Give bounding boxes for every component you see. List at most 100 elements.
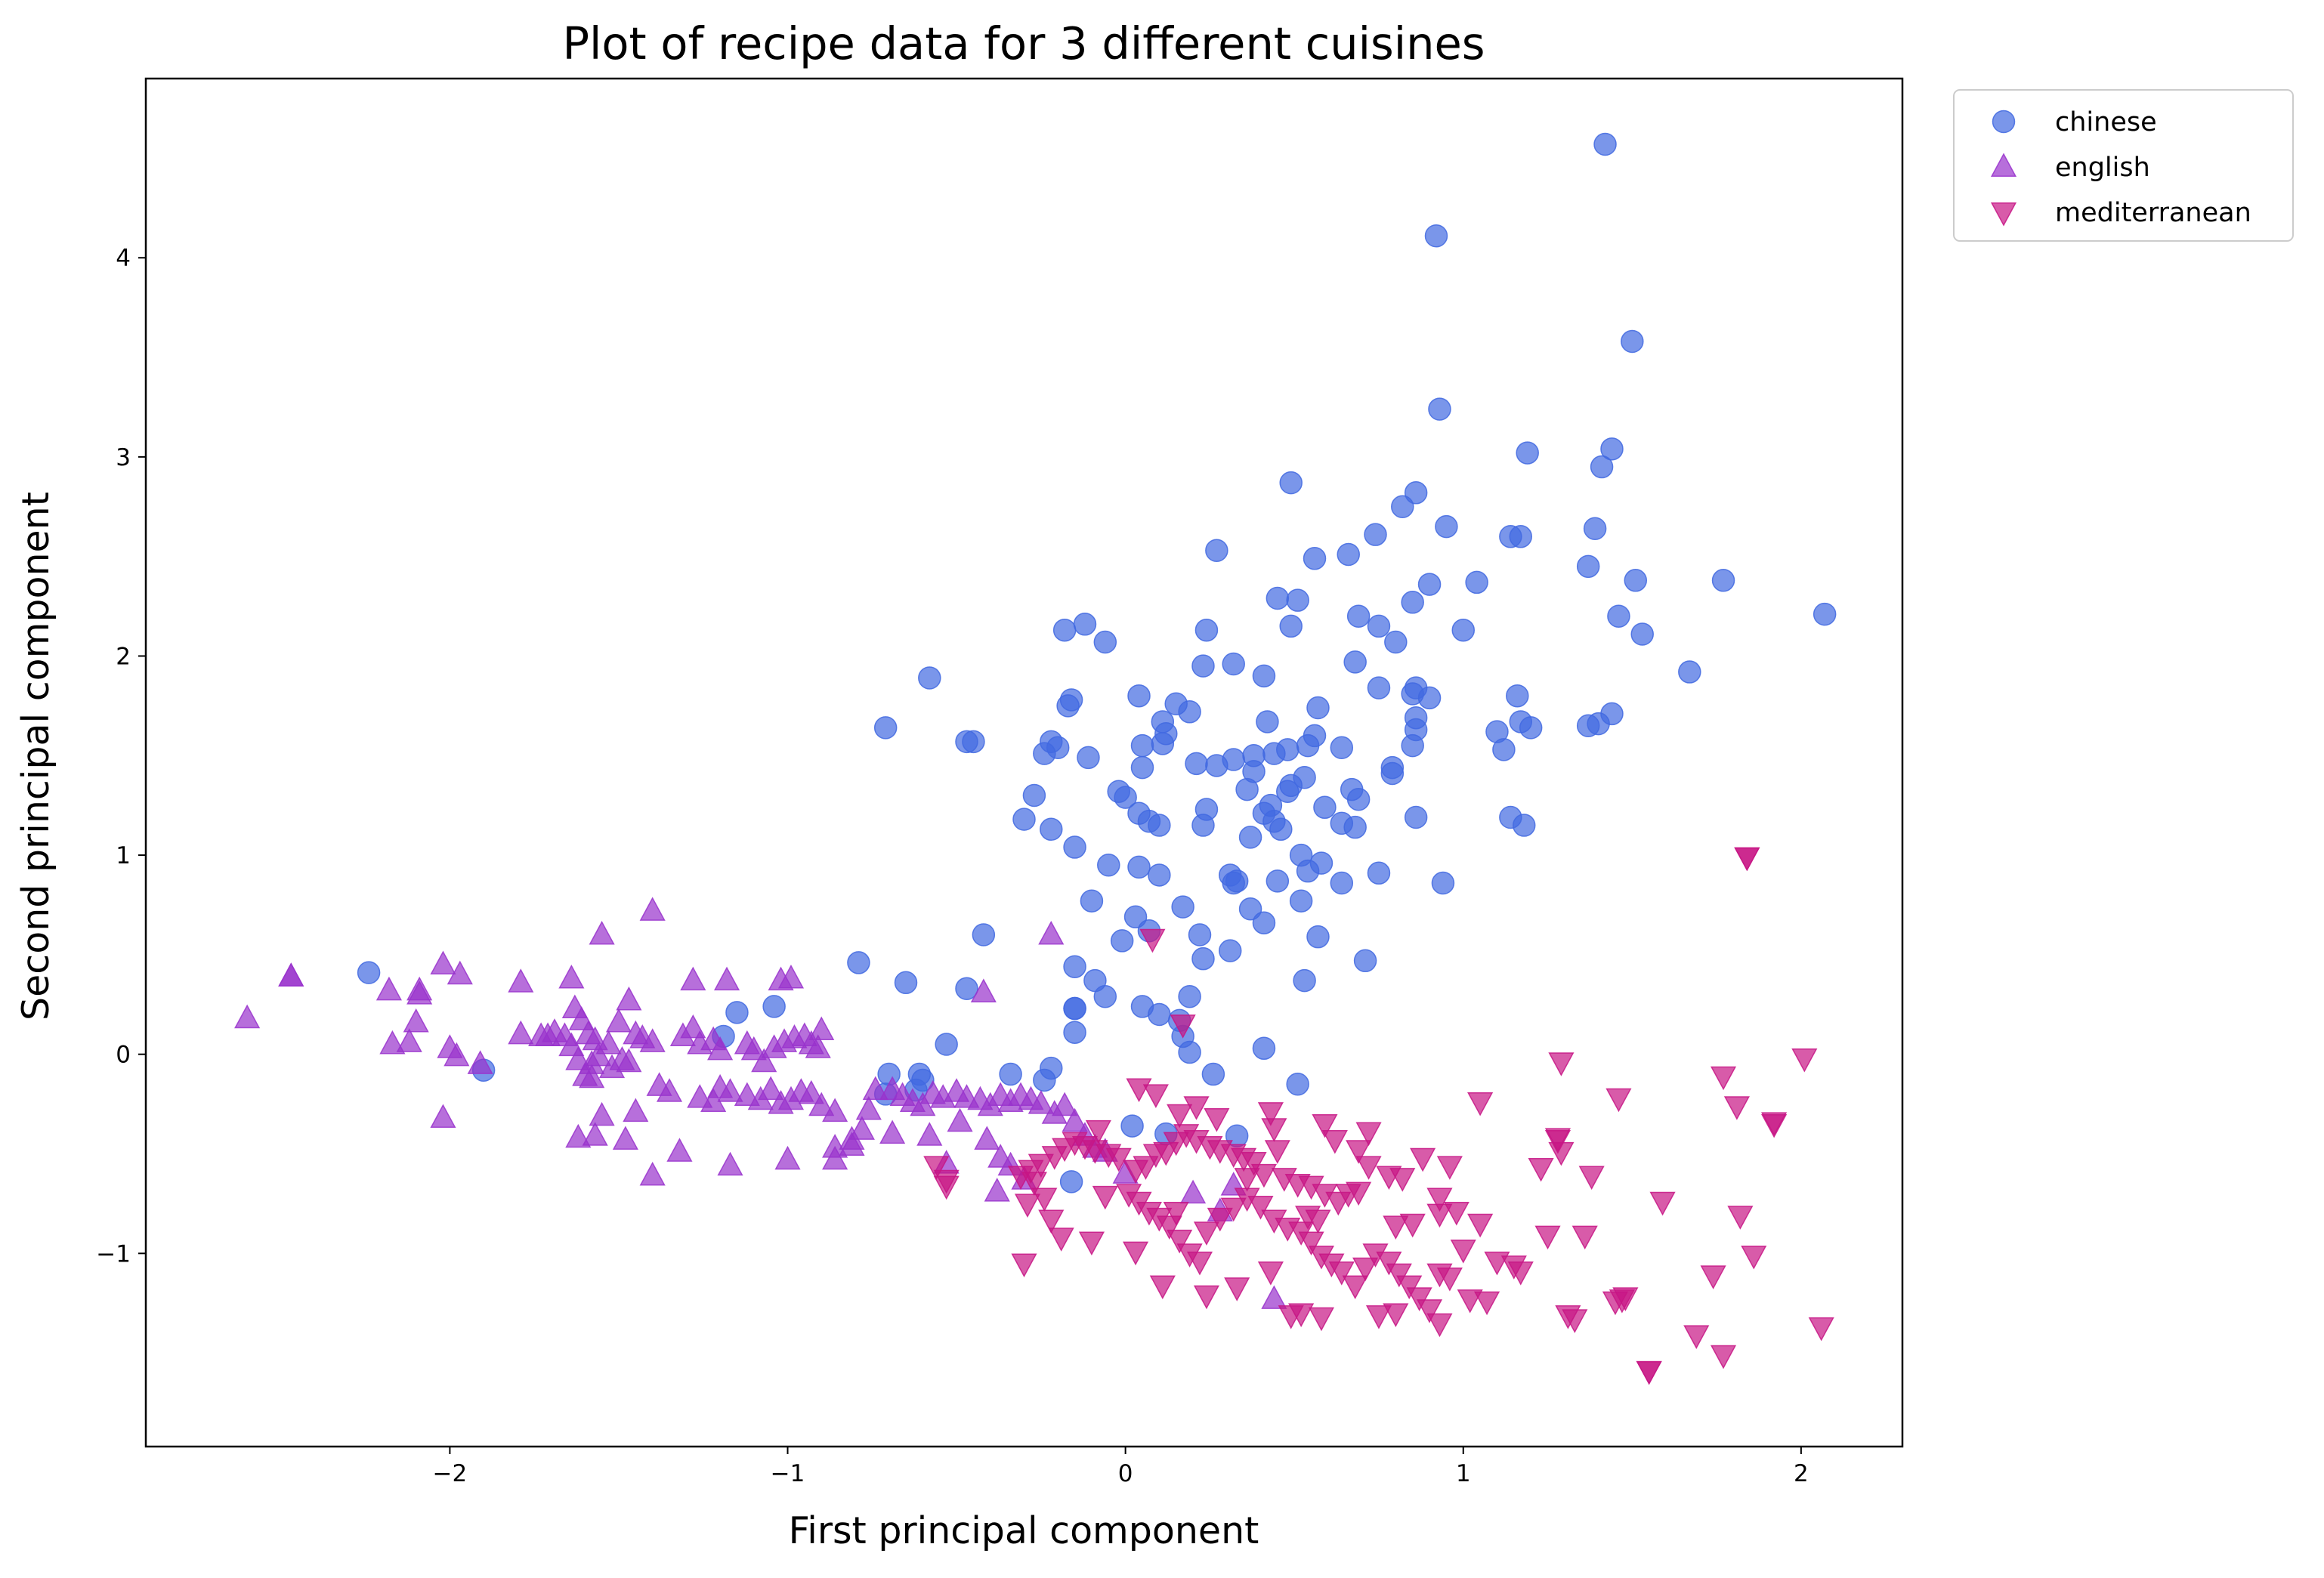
data-point (1516, 441, 1539, 465)
data-point (1457, 1289, 1483, 1314)
data-point (1512, 814, 1536, 837)
data-point (1364, 523, 1387, 546)
data-point (1383, 1303, 1409, 1327)
data-point (1038, 920, 1065, 945)
data-point (1426, 1313, 1453, 1338)
data-point (1399, 1213, 1426, 1238)
data-point (1624, 569, 1648, 592)
data-point (1235, 777, 1259, 801)
data-point (1266, 869, 1290, 893)
legend-marker-chinese (1992, 110, 2016, 134)
data-point (1286, 588, 1309, 612)
data-point (1583, 517, 1607, 541)
data-point (1761, 1113, 1788, 1138)
data-point (1473, 1291, 1500, 1316)
data-point (1649, 1191, 1676, 1216)
legend-box (1953, 89, 2294, 242)
data-point (935, 1033, 958, 1056)
data-point (717, 1151, 743, 1176)
data-point (1279, 471, 1303, 495)
data-point (1056, 694, 1080, 718)
data-point (1126, 1078, 1152, 1103)
data-point (1313, 795, 1337, 820)
data-point (1383, 1215, 1409, 1240)
data-point (1376, 1251, 1402, 1276)
data-point (234, 1004, 261, 1029)
data-point (1080, 889, 1104, 913)
data-point (1207, 1207, 1233, 1232)
data-point (278, 962, 304, 987)
data-point (1052, 618, 1077, 642)
data-point (1127, 684, 1151, 708)
y-axis-title: Second principal component (14, 492, 57, 1021)
data-point (1386, 1263, 1412, 1288)
data-point (1205, 754, 1228, 777)
data-point (1149, 1275, 1176, 1300)
data-point (916, 1122, 943, 1146)
data-point (873, 716, 898, 740)
legend-label-chinese: chinese (2055, 107, 2157, 137)
data-point (396, 1028, 422, 1052)
data-point (1710, 1345, 1737, 1370)
data-point (1052, 1092, 1078, 1116)
data-point (1519, 716, 1543, 740)
data-point (1191, 814, 1215, 837)
data-point (1289, 889, 1313, 913)
data-point (1534, 1225, 1561, 1250)
data-point (1096, 1144, 1122, 1169)
data-point (1271, 1168, 1297, 1192)
data-point (1305, 1209, 1331, 1234)
data-point (1605, 1088, 1632, 1113)
data-point (1303, 547, 1327, 570)
data-point (855, 1095, 882, 1120)
data-point (612, 1126, 638, 1150)
data-point (357, 961, 381, 984)
x-tick-label: 0 (1118, 1460, 1133, 1487)
data-point (717, 1078, 743, 1102)
y-tick-label: 0 (116, 1042, 131, 1069)
data-point (1191, 654, 1215, 678)
data-point (1298, 1231, 1324, 1256)
data-point (1593, 132, 1617, 156)
x-tick-label: −2 (433, 1460, 468, 1487)
data-point (1506, 684, 1529, 708)
data-point (1110, 929, 1134, 953)
data-point (1130, 755, 1154, 780)
data-point (666, 1138, 693, 1162)
data-point (758, 1076, 784, 1101)
data-point (1352, 1257, 1379, 1282)
data-point (1590, 455, 1614, 479)
data-point (1120, 1114, 1144, 1138)
data-point (1321, 1130, 1348, 1154)
data-point (1014, 1194, 1041, 1218)
legend: chinese english mediterranean (1953, 89, 2294, 242)
data-point (1238, 897, 1262, 921)
data-point (1218, 939, 1242, 962)
data-point (1266, 586, 1290, 610)
data-point (1426, 1263, 1453, 1288)
legend-label-english: english (2055, 153, 2150, 183)
data-point (1365, 1305, 1392, 1329)
data-point (656, 1078, 683, 1102)
data-point (1346, 788, 1371, 811)
data-point (1186, 1251, 1213, 1276)
data-point (1148, 1002, 1171, 1027)
data-point (879, 1119, 906, 1144)
data-point (1337, 542, 1360, 567)
data-point (740, 1036, 767, 1061)
legend-label-mediterranean: mediterranean (2055, 198, 2251, 228)
data-point (1193, 1285, 1220, 1310)
data-point (713, 966, 740, 991)
data-point (1621, 329, 1644, 354)
data-point (918, 666, 941, 690)
data-point (1201, 1062, 1225, 1086)
data-point (962, 730, 985, 754)
data-point (1063, 835, 1086, 859)
data-point (1451, 618, 1475, 642)
data-point (1078, 1231, 1105, 1256)
data-point (1247, 1196, 1274, 1220)
data-point (579, 1064, 605, 1089)
data-point (1178, 984, 1201, 1008)
data-point (1467, 1213, 1494, 1238)
data-point (947, 1107, 973, 1132)
